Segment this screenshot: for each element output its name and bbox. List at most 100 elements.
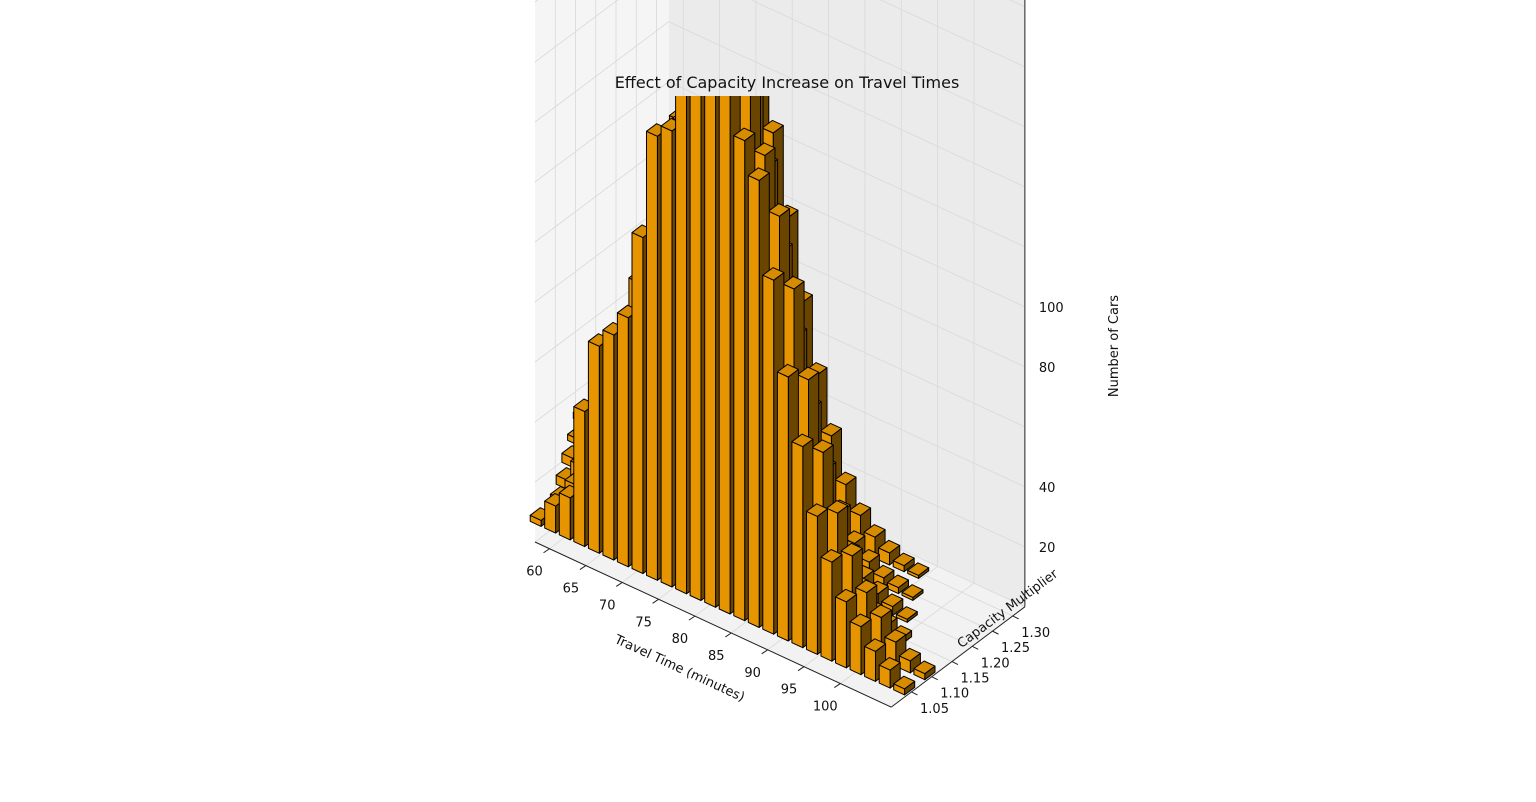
x-tick-label: 70: [599, 598, 616, 613]
bar-top: [776, 363, 799, 378]
bar-front: [864, 645, 876, 682]
bar-front: [631, 232, 644, 575]
bar-top: [834, 471, 857, 486]
bar-top: [791, 433, 814, 448]
bar-top: [863, 524, 886, 538]
bar-top: [892, 552, 915, 567]
x-tick-mark: [615, 582, 623, 587]
bar-front: [675, 96, 687, 595]
z-axis-label: Number of Cars: [1107, 295, 1122, 397]
bar-top: [864, 638, 887, 652]
x-tick-mark: [688, 615, 696, 621]
bar-top: [893, 675, 916, 690]
z-tick-label: 100: [1039, 301, 1064, 316]
bar-front: [660, 125, 673, 588]
bar-top: [820, 422, 842, 437]
bar-top: [907, 562, 930, 576]
bar-top: [878, 539, 901, 554]
bar-top: [835, 588, 858, 603]
y-tick-mark: [1012, 615, 1019, 620]
bar-front: [573, 406, 586, 548]
bar-top: [797, 366, 820, 381]
x-tick-label: 95: [781, 683, 798, 698]
bar-top: [761, 119, 784, 134]
x-tick-mark: [652, 598, 659, 604]
bar-top: [887, 574, 909, 589]
x-tick-label: 90: [744, 666, 761, 681]
z-gridline: [534, 0, 1026, 68]
bar-top: [901, 584, 924, 598]
bar-top: [898, 647, 921, 662]
x-tick-label: 75: [635, 615, 652, 630]
bar-front: [616, 312, 629, 568]
bar-top: [806, 503, 828, 517]
y-tick-label: 1.15: [961, 672, 990, 687]
chart-title: Effect of Capacity Increase on Travel Ti…: [615, 73, 960, 92]
bar-top: [733, 127, 756, 142]
bar: [892, 552, 915, 573]
x-tick-label: 65: [563, 582, 580, 597]
bar-front: [835, 596, 847, 669]
y-tick-mark: [931, 676, 938, 681]
bar-front: [820, 556, 833, 662]
bar-front: [558, 492, 571, 541]
bar-top: [913, 660, 936, 675]
z-gridline: [534, 0, 1026, 128]
bar-top: [881, 593, 904, 608]
bar-front: [733, 135, 746, 622]
x-tick-label: 85: [708, 649, 725, 664]
bar-top: [849, 613, 872, 628]
bar-front: [849, 621, 862, 676]
bar-top: [857, 549, 880, 563]
x-tick-mark: [725, 632, 732, 638]
bar-front: [747, 174, 760, 628]
z-tick-label: 40: [1039, 481, 1056, 496]
bar-top: [782, 275, 805, 290]
bar: [887, 574, 909, 595]
bar: [901, 584, 924, 601]
bar-front: [704, 96, 717, 608]
bar: [895, 606, 918, 623]
x-tick-mark: [543, 548, 550, 554]
bar-top: [820, 549, 843, 563]
bar-front: [602, 329, 615, 561]
y-tick-label: 1.05: [920, 702, 949, 717]
y-tick-mark: [951, 661, 959, 665]
bar-top: [855, 579, 878, 594]
axis-lines: [534, 0, 1026, 708]
bar: [913, 660, 936, 681]
bar-top: [753, 142, 776, 156]
bar-top: [849, 502, 872, 516]
z-gridline: [534, 81, 1026, 248]
bar: [893, 675, 916, 696]
bars-layer: [529, 96, 936, 696]
bar-top: [768, 203, 791, 217]
bar-top: [762, 267, 785, 281]
x-tick-mark: [579, 565, 587, 571]
y-tick-label: 1.10: [940, 687, 969, 702]
y-axis-line: [890, 606, 1026, 708]
bar-top: [878, 657, 901, 671]
bar-front: [646, 130, 658, 581]
bar-top: [872, 564, 895, 579]
bar-top: [869, 604, 892, 618]
bar-top: [895, 606, 918, 620]
x-tick-label: 100: [813, 700, 838, 715]
x-tick-mark: [834, 683, 841, 688]
y-tick-label: 1.30: [1021, 626, 1050, 641]
x-tick-label: 60: [526, 565, 543, 580]
bar-front: [718, 96, 731, 615]
y-tick-mark: [992, 630, 999, 635]
bar-top: [747, 167, 770, 181]
z-tick-label: 20: [1039, 541, 1056, 556]
bar-front: [762, 274, 775, 635]
y-tick-label: 1.20: [981, 656, 1010, 671]
y-tick-mark: [972, 645, 979, 650]
bar-front: [587, 340, 600, 554]
x-tick-label: 80: [672, 632, 689, 647]
bar-front: [791, 441, 804, 649]
bar-top: [840, 542, 863, 557]
y-tick-mark: [911, 691, 918, 696]
